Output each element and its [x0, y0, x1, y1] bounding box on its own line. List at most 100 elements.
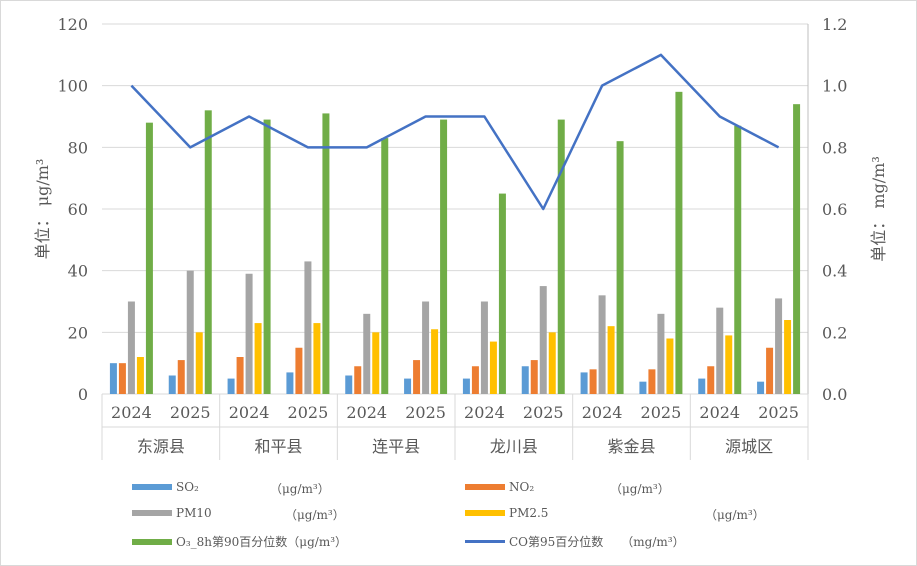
bar-o8h90 [145, 122, 153, 395]
bar-o8h90 [263, 119, 271, 394]
y2-tick-label: 0.6 [822, 200, 847, 219]
y-tick-label: 100 [57, 77, 88, 96]
legend-swatch-o3 [132, 538, 172, 545]
bar-pm10 [598, 295, 606, 394]
bar-pm25 [725, 335, 733, 394]
bar-pm25 [607, 326, 615, 394]
bar-so [462, 378, 470, 394]
line-co [130, 53, 780, 211]
bar-no [648, 369, 656, 394]
y-tick-label: 80 [68, 138, 88, 157]
y-axis-title: 单位： μg/m³ [33, 159, 52, 260]
bar-pm10 [363, 313, 371, 394]
legend-unit: （μg/m³） [610, 482, 670, 496]
legend-pm25: PM2.5 [465, 506, 548, 520]
legend-unit: （μg/m³） [705, 508, 765, 522]
bar-so [404, 378, 412, 394]
legend-so2: SO₂ [132, 480, 199, 494]
x-year-label: 2025 [170, 403, 211, 422]
bar-o8h90 [734, 125, 742, 394]
y2-tick-label: 0.2 [822, 323, 847, 342]
x-year-label: 2025 [641, 403, 682, 422]
bar-pm10 [422, 301, 430, 394]
bar-pm25 [195, 332, 203, 394]
bar-so [698, 378, 706, 394]
y2-tick-label: 1.0 [822, 77, 847, 96]
legend-unit: （mg/m³） [621, 535, 685, 549]
bar-no [118, 363, 126, 394]
x-year-label: 2025 [288, 403, 329, 422]
bar-so [521, 366, 529, 394]
legend-swatch-no2 [465, 484, 505, 490]
x-year-label: 2024 [346, 403, 387, 422]
legend-label: O₃_8h第90百分位数 [176, 535, 288, 549]
bar-o8h90 [616, 141, 624, 394]
bar-pm10 [657, 313, 665, 394]
x-group-label: 连平县 [372, 437, 420, 456]
bar-pm25 [784, 320, 792, 394]
bar-no [707, 366, 715, 394]
bar-pm10 [775, 298, 783, 394]
bar-o8h90 [204, 110, 212, 394]
legend-no2: NO₂ [465, 480, 534, 494]
bar-o8h90 [675, 91, 683, 394]
y2-tick-label: 0.4 [822, 262, 847, 281]
y-tick-label: 120 [57, 15, 88, 34]
bar-pm25 [489, 341, 497, 394]
x-group-label: 东源县 [137, 437, 185, 456]
bar-pm10 [245, 273, 253, 394]
bar-no [766, 347, 774, 394]
bar-pm25 [666, 338, 674, 394]
bar-no [413, 360, 421, 394]
y2-axis-title: 单位： mg/m³ [869, 156, 888, 261]
y2-tick-label: 0.0 [822, 385, 847, 404]
bar-so [580, 372, 588, 394]
bar-pm25 [254, 323, 262, 394]
y-tick-label: 20 [68, 323, 88, 342]
legend-label: PM2.5 [509, 506, 549, 520]
x-year-label: 2025 [758, 403, 799, 422]
legend-label: NO₂ [509, 480, 535, 494]
bar-so [227, 378, 235, 394]
bar-o8h90 [498, 193, 506, 394]
legend-swatch-pm10 [132, 510, 172, 516]
legend-swatch-so2 [132, 484, 172, 490]
bar-so [345, 375, 353, 394]
y2-tick-label: 1.2 [822, 15, 847, 34]
bar-o8h90 [322, 113, 330, 395]
bar-o8h90 [793, 104, 801, 395]
x-year-label: 2024 [464, 403, 505, 422]
bar-pm10 [716, 307, 724, 394]
bar-so [168, 375, 176, 394]
bar-so [639, 381, 647, 394]
legend-unit: （μg/m³） [287, 535, 348, 549]
legend-pm10: PM10 [132, 506, 212, 520]
bar-pm25 [431, 329, 439, 394]
x-group-label: 龙川县 [490, 437, 538, 456]
x-group-label: 和平县 [254, 437, 302, 456]
legend-label: CO第95百分位数 [509, 535, 604, 549]
bar-no [354, 366, 362, 394]
y-tick-label: 0 [78, 385, 88, 404]
bar-no [236, 357, 244, 394]
legend-o3: O₃_8h第90百分位数 （μg/m³） [132, 533, 347, 550]
bar-pm25 [313, 323, 321, 394]
legend-swatch-co [465, 540, 505, 543]
x-year-label: 2025 [523, 403, 564, 422]
bar-pm10 [127, 301, 135, 394]
bar-pm25 [372, 332, 380, 394]
x-year-label: 2024 [699, 403, 740, 422]
bar-no [589, 369, 597, 394]
bar-pm10 [539, 286, 547, 394]
legend-unit: （μg/m³） [270, 482, 330, 496]
y2-tick-label: 0.8 [822, 138, 847, 157]
bar-no [295, 347, 303, 394]
bar-so [757, 381, 765, 394]
legend-label: SO₂ [176, 480, 199, 494]
x-year-label: 2024 [229, 403, 270, 422]
bar-pm25 [136, 357, 144, 394]
bar-so [109, 363, 117, 394]
bar-pm10 [186, 270, 194, 394]
bar-o8h90 [381, 138, 389, 394]
